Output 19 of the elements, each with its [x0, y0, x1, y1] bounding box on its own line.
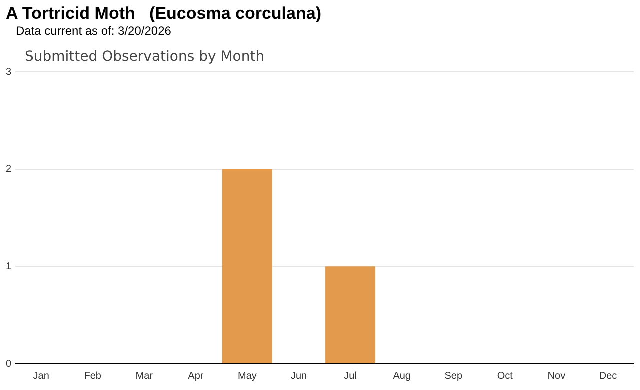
x-tick-label: Feb	[84, 370, 102, 382]
x-tick-label: Oct	[497, 370, 514, 382]
text: Submitted Observations by Month	[25, 49, 265, 65]
x-tick-label: Apr	[188, 370, 204, 382]
y-tick-label: 2	[6, 164, 12, 176]
x-tick-label: Dec	[599, 370, 618, 382]
x-tick-label: Jan	[33, 370, 50, 382]
x-tick-label: Sep	[444, 370, 463, 382]
x-tick-label: Jul	[344, 370, 357, 382]
x-tick-label: Mar	[136, 370, 154, 382]
x-tick-label: Aug	[393, 370, 411, 382]
chart-subtitle: Data current as of: 3/20/2026	[16, 24, 172, 38]
x-tick-label: Nov	[548, 370, 566, 382]
y-tick-label: 0	[6, 358, 12, 370]
y-tick-label: 3	[6, 66, 12, 78]
x-tick-label: Jun	[290, 370, 308, 382]
x-tick-label: May	[238, 370, 257, 382]
chart-title: A Tortricid Moth (Eucosma corculana)	[6, 4, 322, 24]
y-tick-label: 1	[6, 261, 12, 272]
